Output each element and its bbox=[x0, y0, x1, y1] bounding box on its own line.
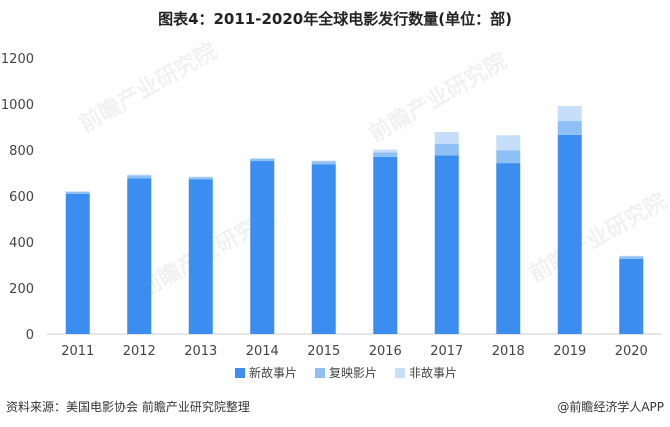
bar-segment bbox=[311, 164, 336, 334]
x-tick-label: 2011 bbox=[61, 344, 94, 359]
y-tick-label: 200 bbox=[9, 282, 34, 297]
bar-segment bbox=[619, 258, 644, 334]
x-tick-label: 2017 bbox=[430, 344, 463, 359]
bar-segment bbox=[373, 152, 398, 157]
credit-note: @前瞻经济学人APP bbox=[557, 400, 664, 414]
legend-label: 复映影片 bbox=[329, 366, 377, 380]
chart-title: 图表4：2011-2020年全球电影发行数量(单位：部) bbox=[158, 10, 512, 28]
legend-label: 非故事片 bbox=[409, 365, 457, 380]
x-tick-label: 2020 bbox=[615, 344, 648, 359]
y-tick-label: 600 bbox=[9, 190, 34, 205]
bar-segment bbox=[127, 174, 152, 176]
bar-segment bbox=[65, 191, 90, 192]
bar-segment bbox=[65, 193, 90, 334]
bar-segment bbox=[250, 158, 275, 159]
bar-segment bbox=[127, 178, 152, 334]
x-tick-label: 2014 bbox=[246, 344, 279, 359]
x-tick-label: 2012 bbox=[123, 344, 156, 359]
x-tick-label: 2015 bbox=[307, 344, 340, 359]
x-tick-label: 2016 bbox=[369, 344, 402, 359]
bar-segment bbox=[496, 135, 521, 151]
legend-swatch bbox=[395, 368, 405, 378]
bar-segment bbox=[373, 156, 398, 334]
y-tick-label: 1200 bbox=[1, 52, 34, 67]
bar-segment bbox=[496, 163, 521, 334]
x-tick-label: 2018 bbox=[492, 344, 525, 359]
bar-segment bbox=[619, 255, 644, 257]
legend-label: 新故事片 bbox=[249, 365, 297, 380]
bar-segment bbox=[311, 160, 336, 162]
source-note: 资料来源：美国电影协会 前瞻产业研究院整理 bbox=[6, 400, 250, 414]
bar-segment bbox=[373, 149, 398, 153]
bar-segment bbox=[434, 132, 459, 145]
legend-swatch bbox=[235, 368, 245, 378]
bar-segment bbox=[311, 161, 336, 165]
y-tick-label: 800 bbox=[9, 144, 34, 159]
bar-segment bbox=[250, 161, 275, 334]
bar-segment bbox=[557, 134, 582, 334]
bar-segment bbox=[188, 179, 213, 334]
bar-segment bbox=[557, 121, 582, 135]
bar-segment bbox=[250, 158, 275, 162]
y-tick-label: 400 bbox=[9, 236, 34, 251]
bar-segment bbox=[434, 155, 459, 334]
legend-swatch bbox=[315, 368, 325, 378]
bar-segment bbox=[557, 106, 582, 122]
bar-segment bbox=[188, 177, 213, 180]
bar-segment bbox=[127, 175, 152, 179]
y-tick-label: 0 bbox=[26, 328, 34, 343]
bar-segment bbox=[65, 191, 90, 194]
bar-segment bbox=[496, 150, 521, 164]
bar-segment bbox=[434, 144, 459, 156]
x-tick-label: 2013 bbox=[184, 344, 217, 359]
x-tick-label: 2019 bbox=[553, 344, 586, 359]
y-tick-label: 1000 bbox=[1, 98, 34, 113]
bar-segment bbox=[619, 256, 644, 259]
